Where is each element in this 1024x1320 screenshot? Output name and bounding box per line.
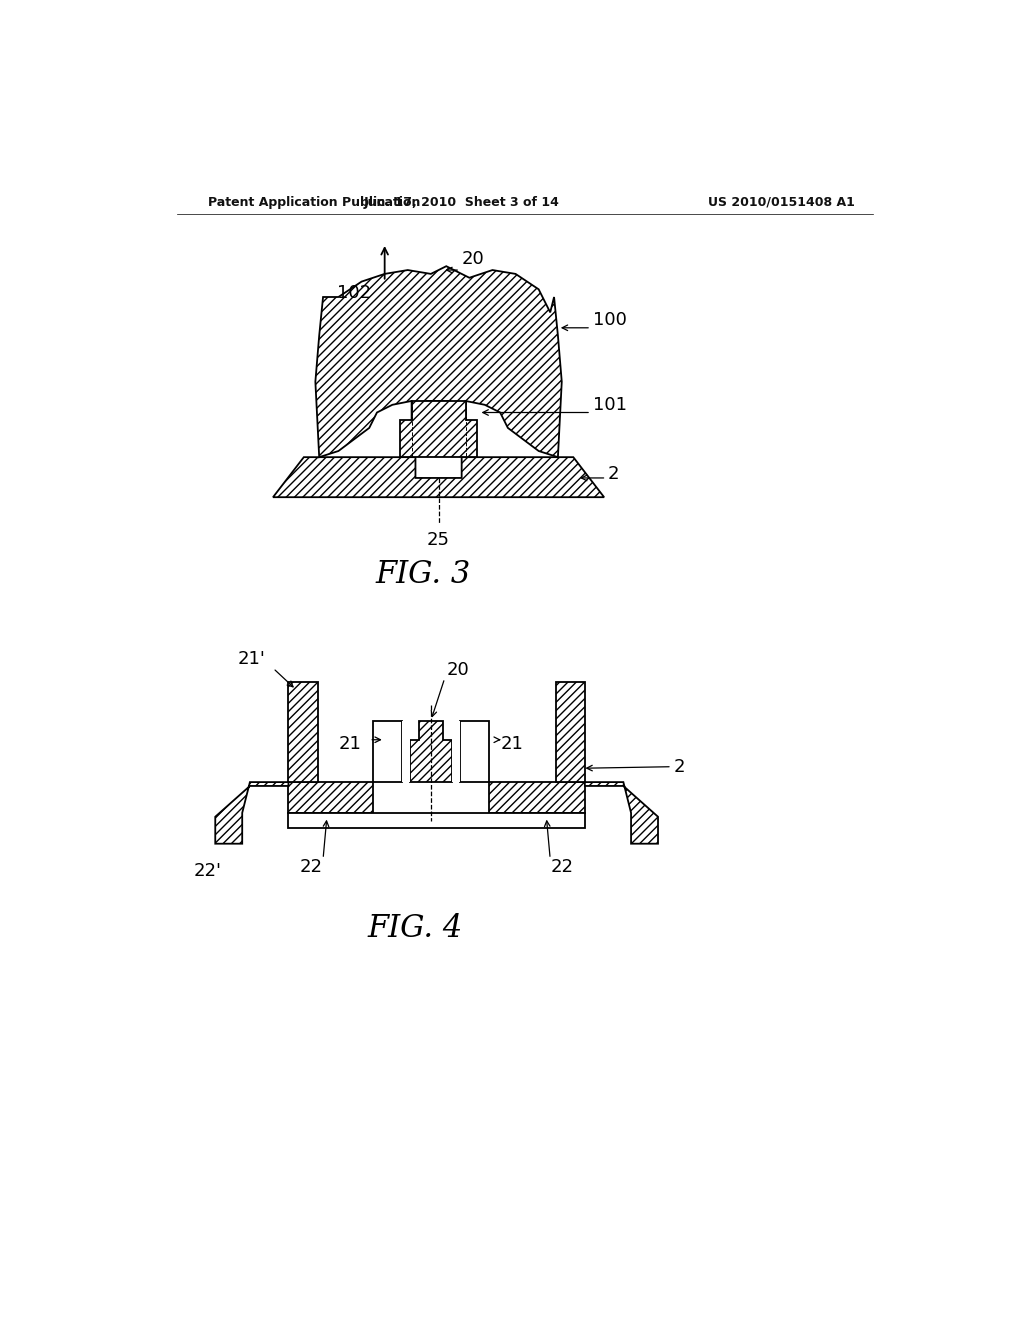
Polygon shape (556, 682, 585, 781)
Polygon shape (400, 401, 477, 457)
Polygon shape (585, 781, 658, 843)
Text: Jun. 17, 2010  Sheet 3 of 14: Jun. 17, 2010 Sheet 3 of 14 (364, 195, 559, 209)
Text: 21': 21' (238, 649, 265, 668)
Text: 2: 2 (674, 758, 685, 776)
Polygon shape (289, 813, 585, 829)
Text: 22: 22 (550, 858, 573, 875)
Polygon shape (373, 721, 402, 781)
Polygon shape (215, 781, 289, 843)
Text: 101: 101 (593, 396, 627, 413)
Polygon shape (489, 781, 585, 813)
Text: 25: 25 (427, 531, 451, 549)
Bar (453, 721, 460, 781)
Text: 22: 22 (300, 858, 323, 875)
Text: Patent Application Publication: Patent Application Publication (208, 195, 420, 209)
Text: 2: 2 (608, 465, 620, 483)
Text: 20: 20 (462, 249, 484, 268)
Text: 22': 22' (194, 862, 221, 879)
Text: 21: 21 (501, 735, 524, 752)
Text: FIG. 3: FIG. 3 (376, 558, 471, 590)
Polygon shape (273, 457, 604, 498)
Polygon shape (315, 267, 562, 457)
Bar (402, 721, 410, 781)
Text: US 2010/0151408 A1: US 2010/0151408 A1 (708, 195, 855, 209)
Text: 21: 21 (339, 735, 361, 752)
Polygon shape (289, 682, 317, 781)
Text: FIG. 4: FIG. 4 (368, 913, 463, 944)
Text: 100: 100 (593, 312, 627, 329)
Polygon shape (410, 721, 453, 781)
Text: 20: 20 (446, 661, 469, 680)
Polygon shape (460, 721, 489, 781)
Text: 102: 102 (337, 284, 371, 302)
Polygon shape (289, 781, 373, 813)
